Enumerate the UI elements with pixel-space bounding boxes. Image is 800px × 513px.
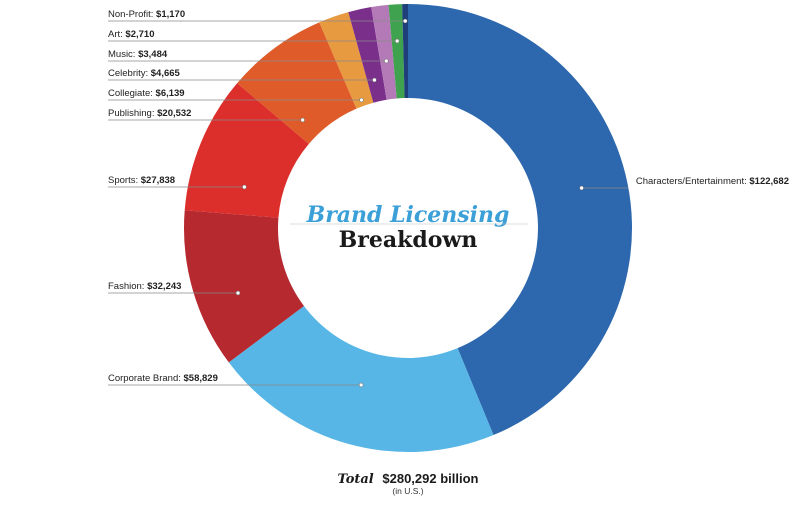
slice-characters-entertainment <box>408 4 633 436</box>
label-art: Art: $2,710 <box>108 29 154 40</box>
label-collegiate: Collegiate: $6,139 <box>108 88 185 99</box>
chart-title-line1: Brand Licensing <box>306 202 510 228</box>
label-celebrity: Celebrity: $4,665 <box>108 68 181 79</box>
label-value: $32,243 <box>147 281 181 292</box>
label-name: Fashion: <box>108 281 147 292</box>
label-corporate-brand: Corporate Brand: $58,829 <box>108 373 218 384</box>
label-name: Corporate Brand: <box>108 373 184 384</box>
leader-lines <box>108 18 628 388</box>
label-name: Art: <box>108 29 125 40</box>
slice-art <box>388 4 405 99</box>
slice-collegiate <box>319 12 374 109</box>
label-name: Publishing: <box>108 108 157 119</box>
slice-non-profit <box>402 4 408 99</box>
leader-dot-corporate-brand <box>358 382 364 388</box>
donut-slices <box>184 4 633 453</box>
slice-music <box>371 4 397 100</box>
label-value: $20,532 <box>157 108 191 119</box>
label-fashion: Fashion: $32,243 <box>108 281 181 292</box>
total-word: Total <box>338 472 374 487</box>
slice-corporate-brand <box>228 306 494 453</box>
leader-dot-publishing <box>300 117 305 123</box>
slice-labels: Characters/Entertainment: $122,682 Corpor… <box>108 9 789 384</box>
total-value: $280,292 billion <box>382 471 478 486</box>
label-name: Characters/Entertainment: <box>636 176 750 187</box>
slice-sports <box>184 83 309 218</box>
label-non-profit: Non-Profit: $1,170 <box>108 9 185 20</box>
label-name: Collegiate: <box>108 88 156 99</box>
leader-dot-characters-entertainment <box>579 185 584 191</box>
label-name: Sports: <box>108 175 141 186</box>
label-value: $1,170 <box>156 9 185 20</box>
label-value: $2,710 <box>125 29 154 40</box>
leader-dot-collegiate <box>359 97 364 103</box>
label-value: $122,682 <box>749 176 789 187</box>
slice-fashion <box>184 210 305 363</box>
leader-dot-art <box>394 38 400 44</box>
label-characters-entertainment: Characters/Entertainment: $122,682 <box>636 176 789 187</box>
label-sports: Sports: $27,838 <box>108 175 175 186</box>
label-value: $27,838 <box>141 175 175 186</box>
leader-dot-celebrity <box>372 77 377 83</box>
label-value: $58,829 <box>184 373 218 384</box>
leader-dot-fashion <box>235 290 241 296</box>
label-name: Music: <box>108 49 138 60</box>
label-value: $4,665 <box>151 68 181 79</box>
leader-dot-music <box>384 58 389 64</box>
label-value: $3,484 <box>138 49 168 60</box>
label-value: $6,139 <box>156 88 185 99</box>
label-name: Non-Profit: <box>108 9 156 20</box>
leader-dot-non-profit <box>402 18 408 24</box>
slice-celebrity <box>348 7 387 103</box>
slice-publishing <box>237 22 357 144</box>
total-line: Total $280,292 billion <box>338 471 479 487</box>
label-publishing: Publishing: $20,532 <box>108 108 191 119</box>
label-name: Celebrity: <box>108 68 151 79</box>
label-music: Music: $3,484 <box>108 49 168 60</box>
leader-dot-sports <box>242 184 247 190</box>
chart-title-line2: Breakdown <box>339 227 478 253</box>
total-note: (in U.S.) <box>392 486 423 496</box>
